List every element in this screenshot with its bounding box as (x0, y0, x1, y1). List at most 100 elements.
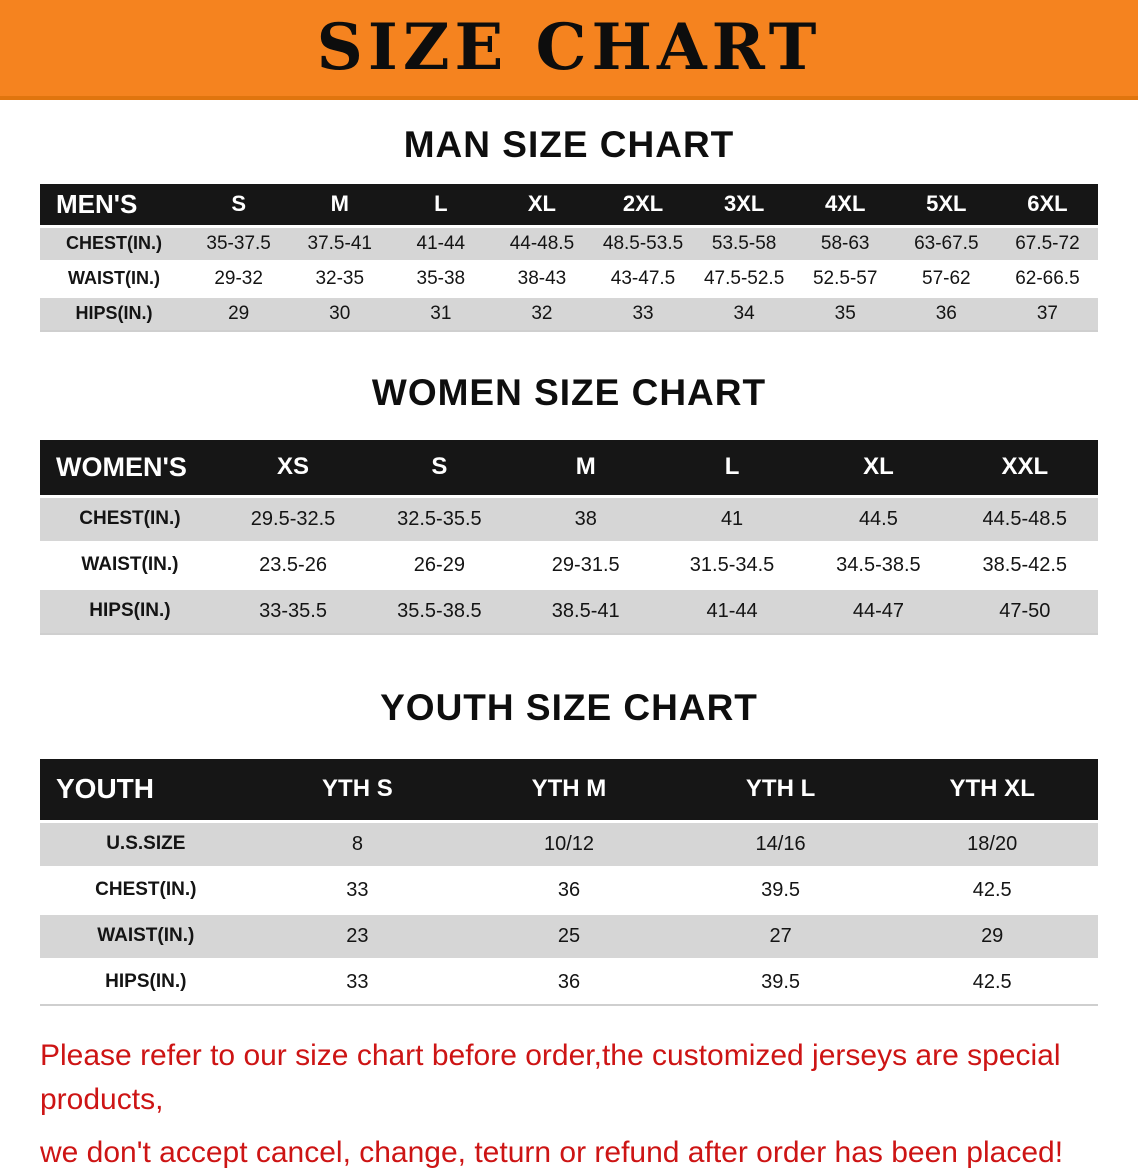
table-row: CHEST(IN.) 29.5-32.5 32.5-35.5 38 41 44.5 44.5… (40, 496, 1098, 542)
measurement-value-cell: 35-38 (416, 267, 466, 289)
measurement-value-cell: 29 (981, 924, 1004, 947)
measurement-value-cell: 57-62 (922, 267, 971, 289)
youth-table-wrap: YOUTH YTH S YTH M YTH L YTH XL U.S.SIZE 8 10/12… (0, 759, 1138, 1006)
size-column-header: XS (219, 440, 367, 496)
size-column-header: 5XL (895, 184, 997, 226)
measurement-value-cell: 36 (557, 878, 581, 901)
row-label-cell: CHEST(IN.) (95, 879, 197, 900)
table-row: U.S.SIZE 8 10/12 14/16 18/20 (40, 821, 1098, 867)
row-label-cell: CHEST(IN.) (66, 233, 163, 253)
table-row: CHEST(IN.) 35-37.5 37.5-41 41-44 44-48.5 48.5… (40, 226, 1098, 261)
table-header-row: YOUTH YTH S YTH M YTH L YTH XL (40, 759, 1098, 821)
notice-line-2: we don't accept cancel, change, teturn o… (40, 1136, 1064, 1169)
men-size-chart-heading: MAN SIZE CHART (403, 124, 735, 165)
measurement-value-cell: 29-31.5 (551, 553, 620, 576)
size-column-header: L (390, 184, 492, 226)
measurement-value-cell: 41 (720, 507, 744, 530)
size-column-header: XL (491, 184, 593, 226)
measurement-value-cell: 32-35 (315, 267, 365, 289)
measurement-value-cell: 32.5-35.5 (397, 507, 482, 530)
measurement-value-cell: 41-44 (706, 599, 758, 622)
measurement-value-cell: 31.5-34.5 (689, 553, 775, 576)
measurement-value-cell: 38-43 (517, 267, 567, 289)
measurement-value-cell: 44.5 (858, 507, 898, 530)
table-row: HIPS(IN.) 29 30 31 32 33 34 35 36 37 (40, 296, 1098, 331)
size-column-header: M (512, 440, 659, 496)
table-title-cell: WOMEN'S (40, 440, 220, 496)
women-table-wrap: WOMEN'S XS S M L XL XXL CHEST(IN.) 29.5-32.5 32.5… (0, 440, 1138, 635)
measurement-value-cell: 26-29 (413, 553, 465, 576)
row-label-cell: HIPS(IN.) (89, 600, 171, 622)
youth-size-chart-heading: YOUTH SIZE CHART (380, 687, 758, 728)
measurement-value-cell: 48.5-53.5 (602, 232, 684, 254)
measurement-value-cell: 44-47 (852, 599, 904, 622)
table-row: HIPS(IN.) 33-35.5 35.5-38.5 38.5-41 41-44 44-… (40, 588, 1098, 634)
table-row: WAIST(IN.) 23.5-26 26-29 29-31.5 31.5-34.5 34… (40, 542, 1098, 588)
notice-line-1: Please refer to our size chart before or… (40, 1039, 1061, 1116)
women-size-chart-heading: WOMEN SIZE CHART (371, 372, 767, 413)
measurement-value-cell: 62-66.5 (1015, 267, 1080, 289)
size-column-header: YTH S (251, 759, 464, 821)
measurement-value-cell: 35-37.5 (206, 232, 271, 254)
measurement-value-cell: 38.5-42.5 (982, 553, 1068, 576)
table-row: HIPS(IN.) 33 36 39.5 42.5 (40, 959, 1098, 1005)
row-label-cell: HIPS(IN.) (75, 303, 153, 324)
youth-size-section: YOUTH SIZE CHART YOUTH YTH S YTH M YTH L YTH… (0, 687, 1138, 1006)
table-row: CHEST(IN.) 33 36 39.5 42.5 (40, 867, 1098, 913)
size-column-header: YTH M (463, 759, 675, 821)
measurement-value-cell: 35.5-38.5 (397, 599, 482, 622)
measurement-value-cell: 37 (1036, 302, 1058, 324)
men-size-table: MEN'S S M L XL 2XL 3XL 4XL 5XL 6XL CHEST(IN.) 35-37… (40, 184, 1098, 332)
measurement-value-cell: 63-67.5 (914, 232, 979, 254)
measurement-value-cell: 53.5-58 (711, 232, 777, 254)
page-title: SIZE CHART (316, 10, 822, 85)
men-table-wrap: MEN'S S M L XL 2XL 3XL 4XL 5XL 6XL CHEST(IN.) 35-37… (0, 184, 1138, 332)
measurement-value-cell: 43-47.5 (610, 267, 676, 289)
measurement-value-cell: 36 (557, 970, 581, 993)
measurement-value-cell: 29.5-32.5 (250, 507, 336, 530)
measurement-value-cell: 47-50 (999, 599, 1051, 622)
size-column-header: S (188, 184, 290, 226)
women-size-section: WOMEN SIZE CHART WOMEN'S XS S M L XL XXL CHEST(… (0, 372, 1138, 635)
measurement-value-cell: 31 (430, 302, 452, 324)
measurement-value-cell: 47.5-52.5 (703, 267, 785, 289)
measurement-value-cell: 32 (531, 302, 553, 324)
measurement-value-cell: 33 (346, 878, 369, 901)
measurement-value-cell: 42.5 (972, 970, 1012, 993)
measurement-value-cell: 58-63 (820, 232, 870, 254)
measurement-value-cell: 38 (574, 507, 597, 530)
measurement-value-cell: 44-48.5 (509, 232, 575, 254)
table-title-cell: MEN'S (40, 184, 189, 226)
measurement-value-cell: 23 (346, 924, 369, 947)
size-column-header: L (658, 440, 806, 496)
measurement-value-cell: 35 (834, 302, 856, 324)
size-column-header: YTH XL (886, 759, 1098, 821)
table-title-cell: YOUTH (40, 759, 252, 821)
measurement-value-cell: 23.5-26 (259, 553, 327, 576)
measurement-value-cell: 67.5-72 (1015, 232, 1080, 254)
measurement-value-cell: 39.5 (761, 878, 801, 901)
youth-size-table: YOUTH YTH S YTH M YTH L YTH XL U.S.SIZE 8 10/12… (40, 759, 1098, 1006)
measurement-value-cell: 33 (346, 970, 369, 993)
row-label-cell: WAIST(IN.) (97, 925, 195, 946)
measurement-value-cell: 33-35.5 (259, 599, 327, 622)
measurement-value-cell: 14/16 (755, 832, 806, 855)
measurement-value-cell: 10/12 (543, 832, 595, 855)
size-column-header: 3XL (693, 184, 795, 226)
order-notice: Please refer to our size chart before or… (0, 1006, 1138, 1175)
measurement-value-cell: 52.5-57 (812, 267, 878, 289)
size-column-header: XXL (951, 440, 1098, 496)
measurement-value-cell: 25 (557, 924, 581, 947)
row-label-cell: U.S.SIZE (106, 833, 186, 854)
size-column-header: M (289, 184, 391, 226)
measurement-value-cell: 42.5 (972, 878, 1012, 901)
measurement-value-cell: 29-32 (214, 267, 263, 289)
measurement-value-cell: 44.5-48.5 (982, 507, 1068, 530)
size-column-header: 6XL (996, 184, 1098, 226)
table-header-row: MEN'S S M L XL 2XL 3XL 4XL 5XL 6XL (40, 184, 1098, 226)
measurement-value-cell: 8 (351, 832, 363, 855)
measurement-value-cell: 39.5 (761, 970, 801, 993)
measurement-value-cell: 41-44 (416, 232, 466, 254)
row-label-cell: WAIST(IN.) (81, 554, 179, 575)
